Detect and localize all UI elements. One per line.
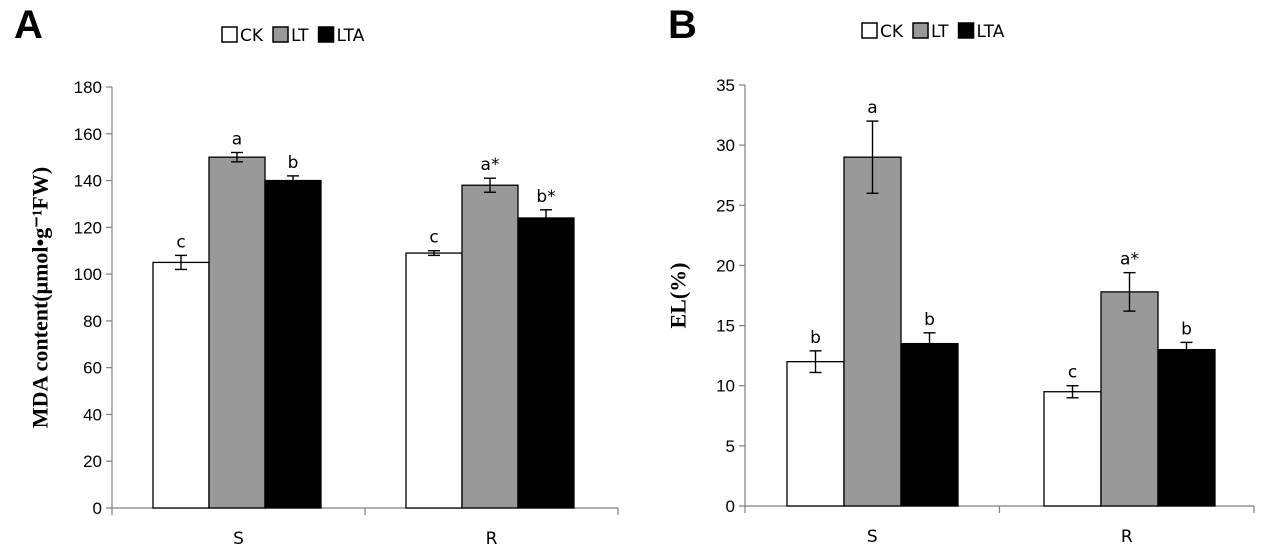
bar-ck-r <box>1043 391 1102 507</box>
legend-label-ck: CK <box>880 22 904 42</box>
x-category-label: R <box>486 529 498 549</box>
chart-panel-a: A CK LT LTA 0 20 40 60 80 100 120 140 160 180 MDA cont… <box>14 3 619 549</box>
y-axis-label: MDA content(μmol•g⁻¹FW) <box>28 167 53 428</box>
x-category-label: S <box>233 529 244 549</box>
significance-label: a* <box>1120 250 1139 270</box>
bar-ck-s <box>152 261 210 509</box>
bar-lt-r <box>1100 291 1159 507</box>
significance-label: c <box>176 232 185 252</box>
y-tick-label: 140 <box>74 172 102 191</box>
x-category-label: S <box>867 527 878 547</box>
significance-label: a* <box>481 155 500 175</box>
legend-swatch-ck <box>221 26 238 43</box>
y-tick-label: 35 <box>716 76 735 95</box>
y-tick-label: 100 <box>74 265 102 284</box>
legend-label-lta: LTA <box>977 22 1005 42</box>
significance-label: c <box>1068 363 1077 383</box>
y-tick-label: 10 <box>716 377 735 396</box>
legend-swatch-lt <box>912 22 929 39</box>
y-tick-label: 180 <box>74 78 102 97</box>
y-tick-label: 0 <box>726 497 735 516</box>
bar-lta-s <box>264 179 322 509</box>
bar-lt-s <box>843 156 902 507</box>
bar-lt-r <box>461 184 519 509</box>
legend-swatch-lta <box>957 22 975 39</box>
bar-lta-r <box>517 217 575 509</box>
y-tick-label: 20 <box>83 452 102 471</box>
significance-label: a <box>867 98 877 118</box>
legend: CK LT LTA <box>861 22 1005 42</box>
y-tick-label: 15 <box>716 317 735 336</box>
y-tick-label: 160 <box>74 125 102 144</box>
y-tick-label: 20 <box>716 256 735 275</box>
significance-label: a <box>232 129 242 149</box>
legend-label-lt: LT <box>291 26 309 46</box>
legend-label-lta: LTA <box>337 26 365 46</box>
bar-ck-r <box>405 252 463 509</box>
y-tick-label: 5 <box>726 437 735 456</box>
y-tick-label: 120 <box>74 218 102 237</box>
bar-lta-s <box>900 342 959 507</box>
legend-label-lt: LT <box>931 22 949 42</box>
y-tick-label: 80 <box>83 312 102 331</box>
y-axis-label: EL(%) <box>666 263 691 329</box>
chart-panel-b: B CK LT LTA 0 5 10 15 20 25 30 35 EL(%) b a b Sc a* b R <box>666 3 1255 547</box>
bar-ck-s <box>786 361 845 507</box>
significance-label: b* <box>536 187 555 207</box>
legend-label-ck: CK <box>240 26 264 46</box>
significance-label: b <box>924 310 935 330</box>
significance-label: b <box>1181 319 1192 339</box>
legend-swatch-lt <box>272 26 289 43</box>
y-tick-label: 0 <box>93 499 102 518</box>
bar-lt-s <box>208 156 266 509</box>
bar-lta-r <box>1157 348 1216 507</box>
legend: CK LT LTA <box>221 26 365 46</box>
y-tick-label: 30 <box>716 136 735 155</box>
legend-swatch-lta <box>317 26 335 43</box>
panel-label: B <box>668 3 697 47</box>
panel-label: A <box>14 3 43 47</box>
x-category-label: R <box>1121 527 1133 547</box>
legend-swatch-ck <box>861 22 878 39</box>
significance-label: c <box>429 228 438 248</box>
y-tick-label: 40 <box>83 405 102 424</box>
y-tick-label: 25 <box>716 196 735 215</box>
significance-label: b <box>810 328 821 348</box>
y-tick-label: 60 <box>83 359 102 378</box>
significance-label: b <box>288 153 299 173</box>
